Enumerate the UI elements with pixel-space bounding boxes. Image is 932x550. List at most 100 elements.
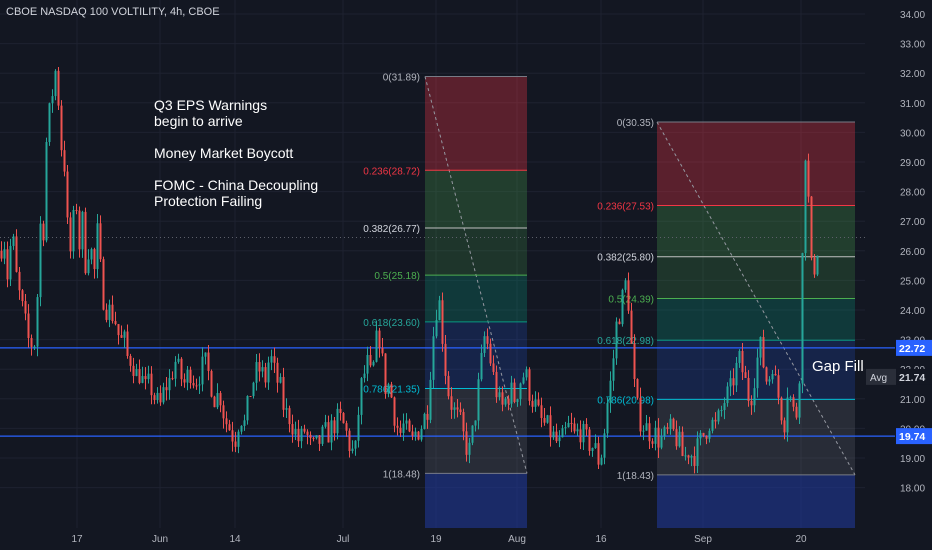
candle-body <box>363 373 366 379</box>
y-tick-label: 21.00 <box>900 395 925 406</box>
candle-body <box>591 447 594 451</box>
fib-level-label: 0.5(25.18) <box>374 271 420 282</box>
candle-body <box>465 431 468 455</box>
candle-body <box>87 259 90 274</box>
candle-body <box>135 369 138 376</box>
candle-body <box>555 431 558 442</box>
candle-body <box>294 428 297 435</box>
candle-body <box>231 430 234 442</box>
candle-body <box>36 297 39 347</box>
candle-body <box>375 330 378 362</box>
y-tick-label: 31.00 <box>900 99 925 110</box>
candle-body <box>303 428 306 432</box>
candle-body <box>738 350 741 363</box>
candle-body <box>600 457 603 465</box>
candle-body <box>408 420 411 432</box>
candle-body <box>666 427 669 430</box>
candle-body <box>690 456 693 458</box>
candle-body <box>603 433 606 458</box>
candle-body <box>597 443 600 465</box>
candle-body <box>816 255 819 275</box>
candle-body <box>348 430 351 452</box>
candle-body <box>489 343 492 364</box>
candle-body <box>243 420 246 426</box>
candle-body <box>771 374 774 380</box>
y-tick-label: 32.00 <box>900 69 925 80</box>
candle-body <box>174 361 177 379</box>
fib-trend-line <box>656 121 856 476</box>
gap-fill-label: Gap Fill <box>812 358 864 375</box>
candle-body <box>189 369 192 384</box>
candle-body <box>720 409 723 411</box>
candle-body <box>735 362 738 386</box>
candle-body <box>621 289 624 325</box>
candle-body <box>522 377 525 384</box>
candle-body <box>249 396 252 398</box>
candle-body <box>531 400 534 407</box>
candle-body <box>195 385 198 387</box>
candle-body <box>126 331 129 356</box>
candle-body <box>630 310 633 344</box>
candle-body <box>426 413 429 420</box>
candle-body <box>588 429 591 451</box>
candle-body <box>54 70 57 97</box>
candle-body <box>48 103 51 143</box>
candle-body <box>717 410 720 422</box>
fib-band <box>657 122 855 206</box>
candle-body <box>780 397 783 421</box>
chart-title: CBOE NASDAQ 100 VOLTILITY, 4h, CBOE <box>6 6 220 18</box>
candle-body <box>429 379 432 420</box>
fib-level-label: 0.382(25.80) <box>597 253 654 264</box>
candle-body <box>255 362 258 383</box>
candle-body <box>354 440 357 449</box>
x-tick-label: 17 <box>71 534 83 545</box>
x-tick-label: 14 <box>229 534 241 545</box>
candle-body <box>21 290 24 302</box>
candle-body <box>609 380 612 404</box>
candle-body <box>204 352 207 357</box>
x-tick-label: Jul <box>337 534 350 545</box>
candle-body <box>639 397 642 432</box>
candle-body <box>807 160 810 197</box>
candle-body <box>564 427 567 429</box>
candle-body <box>186 369 189 383</box>
avg-tag-label: 21.74 <box>899 372 925 384</box>
candle-body <box>447 375 450 397</box>
candle-body <box>786 397 789 433</box>
candle-body <box>168 378 171 391</box>
candle-body <box>225 418 228 425</box>
candle-body <box>504 398 507 405</box>
y-tick-label: 34.00 <box>900 10 925 21</box>
candle-body <box>261 367 264 372</box>
candle-body <box>171 378 174 380</box>
candle-body <box>150 373 153 396</box>
candle-body <box>183 379 186 383</box>
candle-body <box>291 424 294 435</box>
fib-band <box>425 170 527 229</box>
candle-body <box>276 362 279 383</box>
candle-body <box>768 379 771 382</box>
candle-body <box>516 399 519 402</box>
candle-body <box>147 373 150 380</box>
price-tag-box <box>896 339 932 356</box>
candle-body <box>750 400 753 406</box>
candle-body <box>525 369 528 378</box>
candle-body <box>270 356 273 363</box>
candle-body <box>450 396 453 410</box>
candle-body <box>435 320 438 337</box>
fib-band <box>657 298 855 341</box>
candle-body <box>405 420 408 424</box>
price-tag-label: 22.72 <box>899 343 925 355</box>
candle-body <box>579 429 582 443</box>
candle-body <box>180 358 183 380</box>
candle-body <box>3 249 6 259</box>
candle-body <box>120 335 123 338</box>
candle-body <box>219 393 222 406</box>
fib-level-label: 0.618(22.98) <box>597 336 654 347</box>
candle-body <box>114 321 117 325</box>
candle-body <box>267 362 270 383</box>
candle-body <box>390 384 393 398</box>
candle-body <box>486 336 489 344</box>
candle-body <box>240 425 243 432</box>
